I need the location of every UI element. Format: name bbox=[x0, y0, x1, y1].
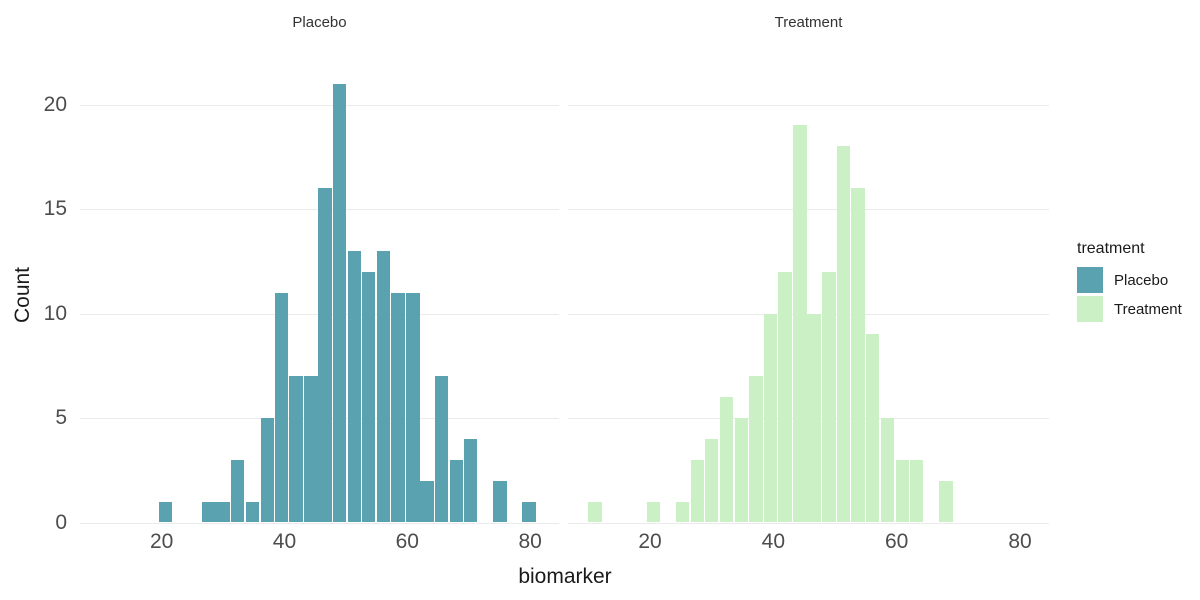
histogram-bar bbox=[449, 459, 464, 523]
y-axis-title: Count bbox=[11, 266, 34, 324]
histogram-bar bbox=[216, 501, 230, 523]
histogram-bar bbox=[376, 250, 391, 523]
histogram-bar bbox=[675, 501, 690, 523]
y-tick-label: 0 bbox=[55, 510, 67, 534]
histogram-bar bbox=[836, 146, 851, 523]
histogram-bar bbox=[420, 480, 434, 523]
gridline-y-15 bbox=[568, 209, 1049, 211]
x-tick-label: 60 bbox=[395, 530, 419, 553]
legend: treatment Placebo Treatment bbox=[1077, 240, 1182, 325]
gridline-y-20 bbox=[568, 104, 1049, 106]
x-tick-label: 40 bbox=[761, 530, 786, 553]
legend-swatch-treatment bbox=[1077, 296, 1103, 322]
facet-strip-title: Treatment bbox=[774, 14, 843, 31]
histogram-bar bbox=[333, 83, 347, 523]
histogram-bar bbox=[734, 418, 748, 523]
histogram-bar bbox=[851, 188, 865, 523]
y-tick-label: 20 bbox=[43, 92, 67, 116]
histogram-bar bbox=[435, 376, 449, 523]
facet-strip-title: Placebo bbox=[292, 14, 347, 31]
histogram-bar bbox=[289, 376, 303, 523]
histogram-bar bbox=[895, 459, 909, 523]
histogram-bar bbox=[909, 459, 924, 523]
histogram-bar bbox=[202, 501, 216, 523]
legend-item: Treatment bbox=[1077, 296, 1182, 322]
histogram-bar bbox=[865, 334, 880, 523]
gridline-y-0 bbox=[80, 522, 559, 524]
legend-items: Placebo Treatment bbox=[1077, 267, 1182, 322]
histogram-bar bbox=[406, 292, 420, 523]
histogram-bar bbox=[318, 188, 332, 523]
legend-item-label: Placebo bbox=[1114, 271, 1169, 289]
legend-title: treatment bbox=[1077, 240, 1145, 257]
histogram-bar bbox=[260, 418, 274, 523]
x-tick-label: 80 bbox=[1008, 530, 1032, 553]
gridline-y-20 bbox=[80, 104, 559, 106]
y-tick-label: 10 bbox=[43, 301, 67, 325]
histogram-bar bbox=[822, 271, 836, 523]
histogram-bar bbox=[493, 480, 507, 523]
histogram-bar bbox=[245, 501, 260, 523]
histogram-bar bbox=[588, 501, 602, 523]
x-tick-label: 20 bbox=[149, 530, 174, 553]
legend-item: Placebo bbox=[1077, 267, 1182, 293]
histogram-bar bbox=[939, 480, 953, 523]
histogram-bar bbox=[647, 501, 661, 523]
x-tick-label: 60 bbox=[884, 530, 909, 553]
y-tick-label: 5 bbox=[55, 406, 67, 429]
histogram-bar bbox=[749, 376, 763, 523]
gridline-y-0 bbox=[568, 522, 1049, 524]
histogram-bar bbox=[793, 125, 807, 523]
x-axis-title: biomarker bbox=[518, 565, 612, 588]
histogram-bar bbox=[231, 459, 245, 523]
x-tick-label: 20 bbox=[638, 530, 662, 553]
histogram-bar bbox=[778, 271, 792, 523]
histogram-bar bbox=[719, 397, 734, 523]
x-tick-label: 80 bbox=[518, 530, 542, 553]
histogram-bar bbox=[690, 459, 705, 523]
histogram-bar bbox=[880, 418, 895, 523]
histogram-bar bbox=[704, 438, 719, 523]
histogram-bar bbox=[391, 292, 405, 523]
legend-item-label: Treatment bbox=[1114, 300, 1182, 318]
histogram-bar bbox=[361, 271, 376, 523]
histogram-bar bbox=[347, 250, 362, 523]
x-tick-label: 40 bbox=[272, 530, 297, 553]
histogram-bar bbox=[463, 438, 478, 523]
histogram-bar bbox=[522, 501, 536, 523]
histogram-bar bbox=[763, 313, 777, 523]
histogram-bar bbox=[807, 313, 821, 523]
y-tick-label: 15 bbox=[43, 197, 67, 221]
histogram-bar bbox=[274, 292, 289, 523]
histogram-bar bbox=[158, 501, 173, 523]
histogram-bar bbox=[304, 376, 318, 523]
legend-swatch-placebo bbox=[1077, 267, 1103, 293]
